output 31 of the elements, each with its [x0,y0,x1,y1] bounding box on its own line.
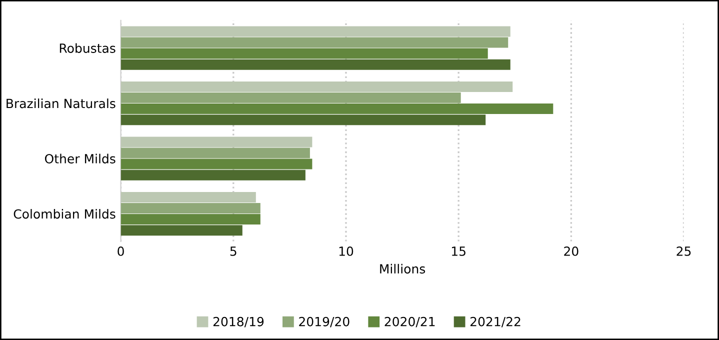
legend-label: 2021/22 [470,316,520,328]
bar [120,104,554,114]
x-tick-label: 10 [339,246,354,256]
bar [120,81,513,92]
bar [120,158,312,170]
bar [120,136,312,148]
x-axis-title: Millions [380,264,426,274]
bar [120,225,242,236]
bar [120,92,461,103]
bar [120,192,256,202]
bar [120,59,510,70]
x-tick-label: 5 [230,246,236,256]
legend-label: 2020/21 [384,316,435,328]
bar [120,114,486,126]
bar [120,148,310,158]
legend-label: 2019/20 [299,316,350,328]
y-tick-label: Brazilian Naturals [6,98,116,108]
bar [120,203,260,214]
y-tick-label: Robustas [60,43,116,53]
x-tick-label: 25 [676,246,691,256]
bar [120,48,488,59]
bar [120,170,306,180]
legend-label: 2018/19 [213,316,264,328]
y-tick-label: Colombian Milds [14,209,116,219]
x-tick-label: 15 [452,246,466,256]
x-tick-label: 0 [118,246,124,256]
bar [120,214,260,225]
x-tick-label: 20 [564,246,578,256]
bar [120,26,510,37]
bar [120,37,508,48]
y-tick-label: Other Milds [44,154,116,164]
